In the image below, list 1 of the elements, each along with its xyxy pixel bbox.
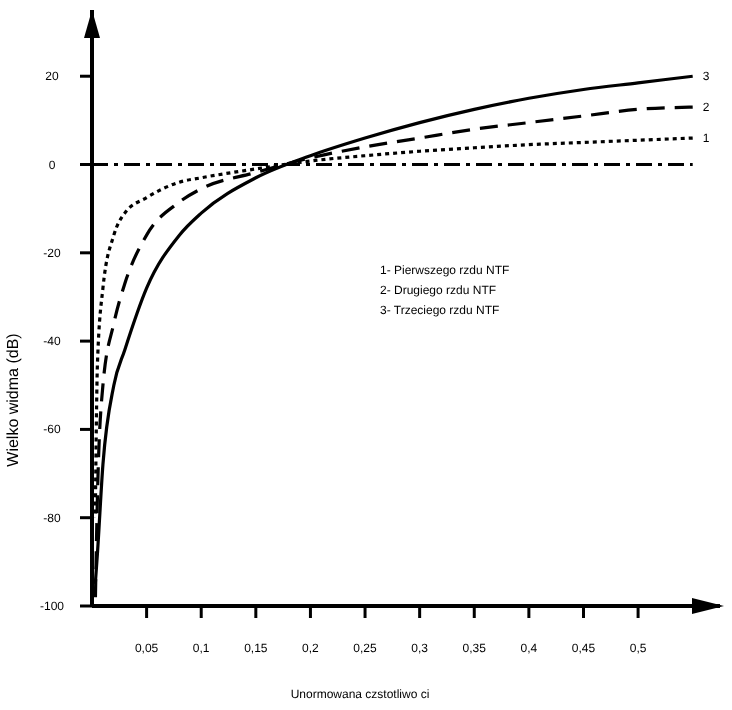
y-axis-title: Wielko widma (dB): [4, 332, 22, 467]
